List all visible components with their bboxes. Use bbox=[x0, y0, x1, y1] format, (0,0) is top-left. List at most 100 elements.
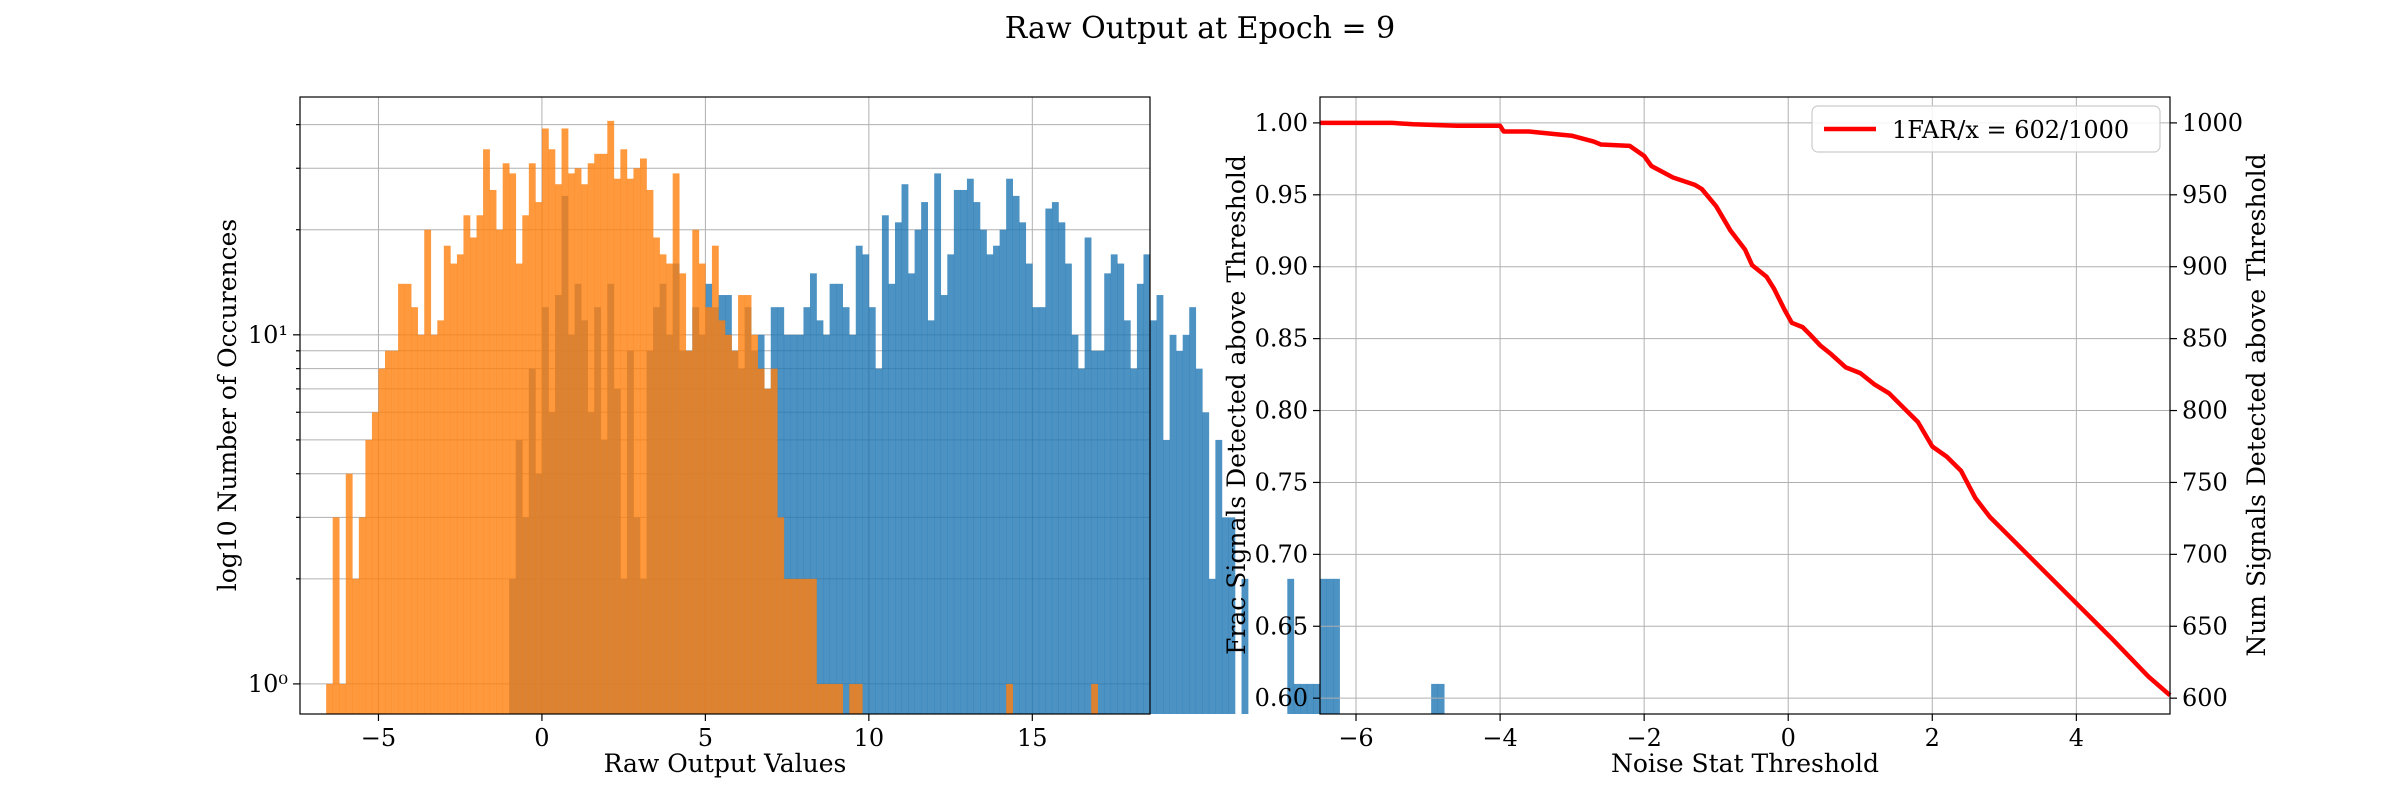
histogram-bar bbox=[1437, 683, 1445, 714]
histogram-bar bbox=[339, 683, 347, 714]
histogram-bar bbox=[548, 149, 556, 715]
histogram-bar bbox=[849, 683, 857, 714]
histogram-bar bbox=[1104, 273, 1112, 714]
histogram-bar bbox=[620, 149, 628, 715]
histogram-bar bbox=[1130, 368, 1138, 714]
histogram-bar bbox=[411, 307, 418, 714]
histogram-bar bbox=[1176, 350, 1183, 714]
histogram-bar bbox=[940, 295, 948, 714]
noise-histogram-series bbox=[326, 120, 1098, 715]
histogram-bar bbox=[881, 215, 889, 714]
histogram-bar bbox=[1051, 202, 1059, 714]
histogram-bar bbox=[443, 245, 451, 714]
histogram-bar bbox=[470, 237, 477, 714]
histogram-bar bbox=[633, 168, 641, 714]
histogram-bar bbox=[1038, 307, 1046, 714]
histogram-bar bbox=[1091, 350, 1098, 714]
legend-label: 1FAR/x = 602/1000 bbox=[1892, 116, 2129, 144]
histogram-bar bbox=[999, 229, 1007, 714]
histogram-bar bbox=[1313, 683, 1321, 714]
histogram-bar bbox=[718, 320, 726, 714]
histogram-bar bbox=[679, 273, 687, 714]
detection-fraction-line bbox=[1320, 120, 2172, 698]
histogram-bar bbox=[855, 245, 863, 714]
histogram-bar bbox=[489, 189, 497, 715]
histogram-bar bbox=[561, 128, 569, 714]
histogram-bar bbox=[751, 334, 758, 714]
histogram-bar bbox=[980, 229, 987, 714]
histogram-bar bbox=[1006, 178, 1013, 714]
histogram-bar bbox=[823, 683, 830, 714]
line-x-label: Noise Stat Threshold bbox=[1611, 749, 1879, 778]
y-right-tick-label: 1000 bbox=[2182, 109, 2243, 137]
histogram-bar bbox=[796, 334, 804, 714]
histogram-bar bbox=[1333, 578, 1340, 714]
y-tick-label: 0.75 bbox=[1255, 468, 1308, 496]
y-right-tick-label: 600 bbox=[2182, 684, 2228, 712]
histogram-bar bbox=[365, 439, 373, 714]
histogram-bar bbox=[1156, 295, 1164, 714]
x-tick-label: 10 bbox=[854, 724, 885, 752]
histogram-bar bbox=[424, 229, 432, 714]
y-right-tick-label: 750 bbox=[2182, 468, 2228, 496]
histogram-bar bbox=[1097, 350, 1105, 714]
histogram-bar bbox=[1025, 263, 1033, 714]
histogram-bar bbox=[855, 683, 863, 714]
x-tick-label: 0 bbox=[534, 724, 549, 752]
y-right-tick-label: 900 bbox=[2182, 253, 2228, 281]
histogram-bar bbox=[568, 173, 575, 714]
line-x-ticks: −6 −4 −2 0 2 4 bbox=[1338, 714, 2084, 752]
histogram-bar bbox=[522, 215, 530, 714]
histogram-bar bbox=[476, 215, 484, 714]
histogram-bar bbox=[626, 178, 634, 714]
histogram-bar bbox=[358, 517, 366, 714]
histogram-bar bbox=[725, 334, 732, 714]
histogram-bar bbox=[803, 307, 811, 714]
y-right-tick-label: 800 bbox=[2182, 397, 2228, 425]
histogram-bar bbox=[692, 229, 700, 714]
histogram-bar bbox=[901, 184, 909, 715]
histogram-bar bbox=[1182, 334, 1190, 714]
histogram-bar bbox=[875, 368, 883, 714]
x-tick-label: 5 bbox=[698, 724, 713, 752]
histogram-bar bbox=[895, 222, 902, 714]
histogram-bar bbox=[1032, 307, 1040, 714]
histogram-bar bbox=[417, 334, 425, 714]
histogram-bar bbox=[993, 245, 1000, 714]
histogram-bar bbox=[1202, 412, 1210, 714]
x-tick-label: 15 bbox=[1017, 724, 1048, 752]
histogram-bar bbox=[535, 202, 543, 714]
histogram-bar bbox=[371, 412, 379, 714]
legend-box bbox=[1811, 105, 2161, 153]
histogram-bar bbox=[1058, 222, 1066, 714]
histogram-bar bbox=[914, 229, 922, 714]
histogram-bar bbox=[888, 283, 896, 714]
line-y-label-right: Num Signals Detected above Threshold bbox=[2242, 153, 2271, 656]
y-right-tick-label: 950 bbox=[2182, 181, 2228, 209]
histogram-bar bbox=[1189, 307, 1197, 714]
histogram-bar bbox=[1117, 263, 1125, 714]
y-tick-label: 0.70 bbox=[1255, 540, 1308, 568]
histogram-bar bbox=[430, 334, 438, 714]
histogram-bar bbox=[698, 263, 706, 714]
x-tick-label: 4 bbox=[2069, 724, 2084, 752]
histogram-bar bbox=[790, 334, 798, 714]
histogram-bar bbox=[934, 173, 942, 714]
histogram-bar bbox=[777, 307, 785, 714]
histogram-bar bbox=[823, 334, 830, 714]
histogram-bar bbox=[731, 350, 739, 714]
histogram-bar bbox=[862, 254, 870, 714]
y-right-tick-label: 700 bbox=[2182, 540, 2228, 568]
histogram-bar bbox=[1091, 683, 1098, 714]
histogram-bar bbox=[581, 184, 588, 715]
histogram-bar bbox=[738, 295, 745, 714]
histogram-bar bbox=[672, 173, 680, 714]
histogram-bar bbox=[711, 245, 719, 714]
line-axes-frame bbox=[1319, 96, 2171, 715]
histogram-bar bbox=[1320, 578, 1327, 714]
histogram-bar bbox=[810, 273, 817, 714]
histogram-bar bbox=[1019, 222, 1027, 714]
histogram-bar bbox=[541, 128, 549, 714]
histogram-bar bbox=[777, 517, 785, 714]
